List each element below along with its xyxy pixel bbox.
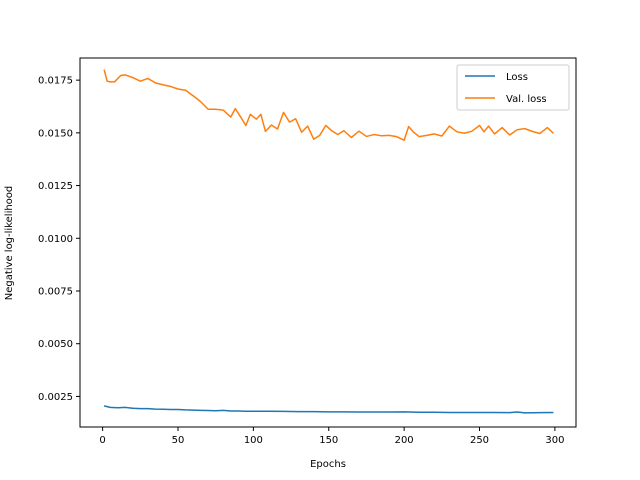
y-tick-label: 0.0150 xyxy=(38,128,73,139)
legend-label-loss: Loss xyxy=(506,72,528,83)
plot-series xyxy=(103,69,554,414)
y-tick-label: 0.0025 xyxy=(38,392,73,403)
x-tick-label: 100 xyxy=(244,435,263,446)
ticks-layer: 0 50 100 150 200 250 300 0.0025 0.0050 0.0075 0.01… xyxy=(38,76,564,446)
series-line-val-loss xyxy=(103,69,554,141)
series-line-loss xyxy=(103,405,554,414)
legend-label-val-loss: Val. loss xyxy=(506,94,547,105)
plot-frame xyxy=(79,57,577,428)
x-tick-label: 150 xyxy=(319,435,338,446)
x-tick-label: 200 xyxy=(395,435,414,446)
y-tick-label: 0.0125 xyxy=(38,181,73,192)
y-tick-label: 0.0100 xyxy=(38,234,73,245)
x-tick-label: 300 xyxy=(545,435,564,446)
x-axis-label: Epochs xyxy=(310,459,346,470)
y-tick-label: 0.0175 xyxy=(38,76,73,87)
y-tick-label: 0.0075 xyxy=(38,286,73,297)
y-tick-label: 0.0050 xyxy=(38,339,73,350)
x-tick-label: 0 xyxy=(99,435,105,446)
legend: Loss Val. loss xyxy=(456,64,570,111)
y-axis-label: Negative log-likelihood xyxy=(4,186,15,301)
x-tick-label: 50 xyxy=(172,435,185,446)
x-tick-label: 250 xyxy=(470,435,489,446)
